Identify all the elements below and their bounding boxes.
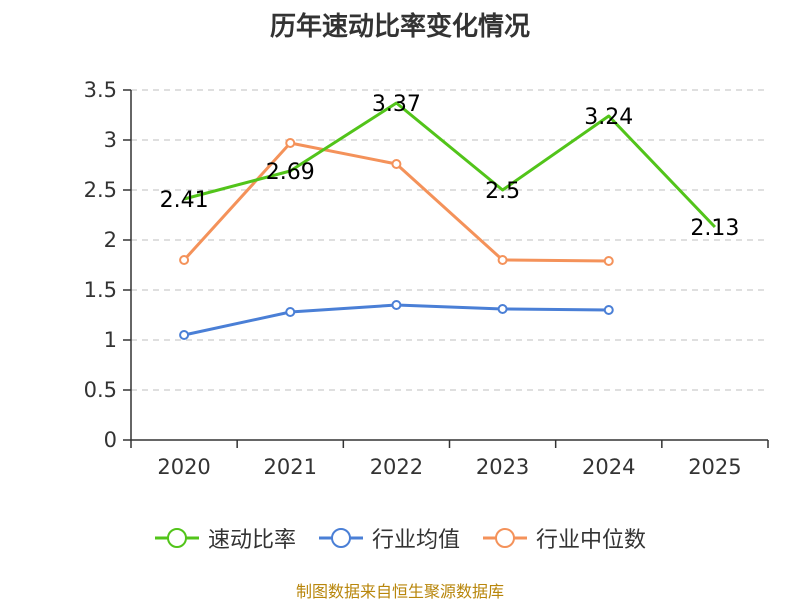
x-tick-label: 2022: [370, 455, 423, 479]
legend-swatch-dot: [495, 528, 515, 548]
data-label: 3.24: [584, 105, 633, 130]
y-tick-label: 1.5: [84, 278, 117, 302]
data-labels: 2.41 2.69 3.37 2.5 3.24 2.13: [160, 92, 740, 241]
data-label: 2.13: [690, 216, 739, 241]
chart-title: 历年速动比率变化情况: [269, 12, 530, 42]
source-note: 制图数据来自恒生聚源数据库: [295, 582, 504, 601]
data-point: [497, 255, 508, 265]
data-point: [391, 159, 402, 169]
y-tick-label: 3: [104, 128, 117, 152]
series-line: [183, 101, 717, 229]
y-tick-label: 1: [104, 328, 117, 352]
y-tick-label: 2.5: [84, 178, 117, 202]
data-point: [285, 307, 296, 317]
data-label: 3.37: [372, 92, 421, 117]
data-point: [285, 138, 296, 148]
x-tick-label: 2025: [688, 455, 741, 479]
legend-item[interactable]: 速动比率: [154, 522, 296, 554]
data-point: [603, 256, 614, 266]
legend-swatch-icon: [318, 528, 363, 548]
legend-label: 行业均值: [371, 528, 460, 553]
series-lines: [179, 101, 717, 340]
legend-item[interactable]: 行业均值: [318, 522, 460, 554]
legend-swatch-dot: [330, 528, 351, 548]
y-tick-label: 0.5: [84, 378, 117, 402]
y-tick-label: 0: [104, 428, 117, 452]
x-tick-label: 2021: [264, 455, 317, 479]
axes: 0 0.5 1 1.5 2 2.5 3 3.5 2020 2021 2022 2023 2024 2025: [84, 78, 769, 479]
y-tick-label: 2: [104, 228, 117, 252]
data-point: [603, 305, 614, 315]
legend: 速动比率 行业均值 行业中位数: [0, 518, 800, 558]
grid-lines: [131, 89, 768, 391]
legend-swatch-dot: [166, 528, 187, 548]
y-tick-label: 3.5: [84, 78, 117, 102]
data-point: [391, 300, 402, 310]
data-point: [179, 330, 190, 340]
legend-swatch-icon: [483, 528, 527, 548]
legend-item[interactable]: 行业中位数: [482, 522, 646, 554]
x-tick-label: 2024: [582, 455, 635, 479]
data-point: [497, 304, 508, 314]
data-label: 2.69: [266, 160, 315, 185]
legend-swatch-icon: [154, 528, 199, 548]
x-tick-label: 2020: [157, 455, 210, 479]
x-tick-label: 2023: [476, 455, 529, 479]
data-point: [179, 255, 190, 265]
legend-label: 行业中位数: [536, 528, 647, 553]
data-label: 2.5: [485, 179, 520, 204]
legend-label: 速动比率: [207, 528, 296, 553]
data-label: 2.41: [160, 188, 209, 213]
